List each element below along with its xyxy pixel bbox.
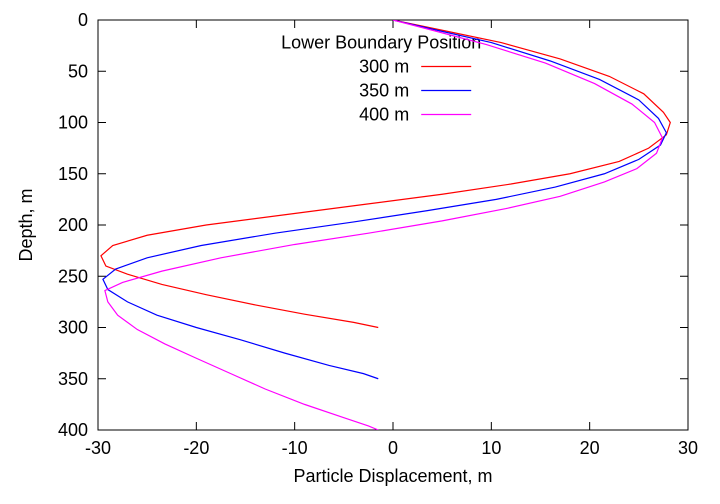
y-tick-label: 0 (78, 10, 88, 30)
y-tick-label: 100 (58, 113, 88, 133)
y-tick-label: 350 (58, 369, 88, 389)
legend-item-label: 400 m (359, 105, 409, 125)
x-tick-label: 10 (481, 438, 501, 458)
x-tick-label: 30 (678, 438, 698, 458)
x-tick-label: 20 (580, 438, 600, 458)
x-tick-label: -30 (85, 438, 111, 458)
legend-item-label: 350 m (359, 81, 409, 101)
x-tick-label: 0 (388, 438, 398, 458)
x-tick-label: -10 (282, 438, 308, 458)
y-tick-label: 50 (68, 61, 88, 81)
y-tick-label: 250 (58, 266, 88, 286)
x-tick-label: -20 (183, 438, 209, 458)
y-axis-label: Depth, m (16, 188, 36, 261)
y-tick-label: 200 (58, 215, 88, 235)
y-tick-label: 400 (58, 420, 88, 440)
x-axis-label: Particle Displacement, m (293, 466, 492, 486)
displacement-depth-chart: -30-20-100102030050100150200250300350400… (0, 0, 720, 504)
chart-container: -30-20-100102030050100150200250300350400… (0, 0, 720, 504)
y-tick-label: 300 (58, 318, 88, 338)
y-tick-label: 150 (58, 164, 88, 184)
legend-item-label: 300 m (359, 57, 409, 77)
